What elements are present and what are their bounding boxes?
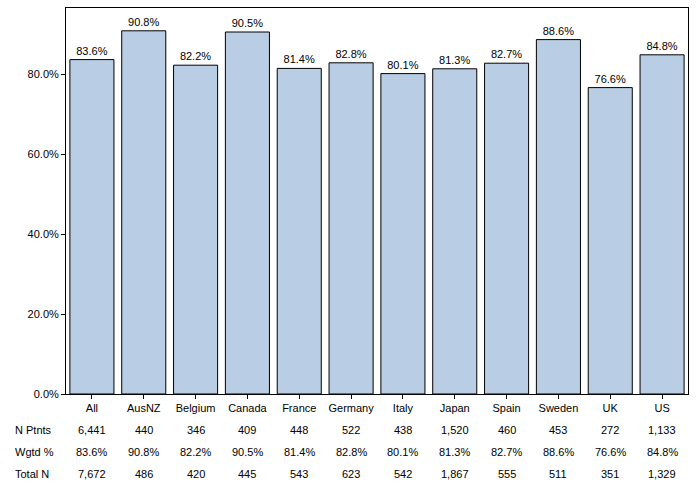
svg-text:France: France xyxy=(282,402,316,414)
svg-text:90.8%: 90.8% xyxy=(128,446,159,458)
svg-text:Belgium: Belgium xyxy=(176,402,216,414)
svg-text:7,672: 7,672 xyxy=(78,468,106,480)
svg-text:555: 555 xyxy=(498,468,516,480)
svg-text:UK: UK xyxy=(603,402,619,414)
svg-text:Wgtd %: Wgtd % xyxy=(15,446,54,458)
svg-text:1,867: 1,867 xyxy=(441,468,469,480)
svg-text:82.7%: 82.7% xyxy=(491,446,522,458)
svg-text:Sweden: Sweden xyxy=(539,402,579,414)
svg-text:542: 542 xyxy=(394,468,412,480)
svg-text:82.8%: 82.8% xyxy=(336,446,367,458)
svg-text:80.1%: 80.1% xyxy=(387,59,418,71)
svg-text:81.3%: 81.3% xyxy=(439,446,470,458)
svg-text:511: 511 xyxy=(549,468,567,480)
svg-text:AusNZ: AusNZ xyxy=(127,402,161,414)
svg-text:543: 543 xyxy=(290,468,308,480)
svg-text:83.6%: 83.6% xyxy=(76,45,107,57)
svg-text:N Ptnts: N Ptnts xyxy=(15,424,52,436)
svg-text:88.6%: 88.6% xyxy=(543,446,574,458)
svg-text:88.6%: 88.6% xyxy=(543,25,574,37)
svg-text:90.5%: 90.5% xyxy=(232,17,263,29)
svg-text:All: All xyxy=(86,402,98,414)
svg-text:1,133: 1,133 xyxy=(648,424,676,436)
svg-text:90.5%: 90.5% xyxy=(232,446,263,458)
svg-text:1,520: 1,520 xyxy=(441,424,469,436)
svg-text:40.0%: 40.0% xyxy=(28,228,59,240)
svg-text:Germany: Germany xyxy=(328,402,374,414)
svg-text:20.0%: 20.0% xyxy=(28,308,59,320)
svg-text:409: 409 xyxy=(238,424,256,436)
svg-text:Canada: Canada xyxy=(228,402,267,414)
svg-text:445: 445 xyxy=(238,468,256,480)
svg-text:81.3%: 81.3% xyxy=(439,54,470,66)
svg-text:1,329: 1,329 xyxy=(648,468,676,480)
svg-text:Spain: Spain xyxy=(493,402,521,414)
svg-text:90.8%: 90.8% xyxy=(128,16,159,28)
svg-text:81.4%: 81.4% xyxy=(284,446,315,458)
svg-text:0.0%: 0.0% xyxy=(34,388,59,400)
svg-text:76.6%: 76.6% xyxy=(595,446,626,458)
svg-text:82.7%: 82.7% xyxy=(491,48,522,60)
svg-text:448: 448 xyxy=(290,424,308,436)
svg-text:80.0%: 80.0% xyxy=(28,68,59,80)
svg-text:440: 440 xyxy=(135,424,153,436)
svg-text:453: 453 xyxy=(549,424,567,436)
svg-text:460: 460 xyxy=(498,424,516,436)
svg-text:Total N: Total N xyxy=(15,468,49,480)
svg-text:80.1%: 80.1% xyxy=(387,446,418,458)
svg-text:60.0%: 60.0% xyxy=(28,148,59,160)
svg-text:US: US xyxy=(654,402,669,414)
svg-text:Japan: Japan xyxy=(440,402,470,414)
svg-text:82.2%: 82.2% xyxy=(180,50,211,62)
svg-text:Italy: Italy xyxy=(393,402,414,414)
svg-text:420: 420 xyxy=(187,468,205,480)
svg-text:486: 486 xyxy=(135,468,153,480)
svg-text:272: 272 xyxy=(601,424,619,436)
svg-text:438: 438 xyxy=(394,424,412,436)
svg-text:83.6%: 83.6% xyxy=(76,446,107,458)
svg-text:82.8%: 82.8% xyxy=(335,48,366,60)
svg-text:76.6%: 76.6% xyxy=(595,73,626,85)
svg-text:84.8%: 84.8% xyxy=(646,40,677,52)
svg-text:351: 351 xyxy=(601,468,619,480)
svg-text:6,441: 6,441 xyxy=(78,424,106,436)
svg-text:81.4%: 81.4% xyxy=(284,53,315,65)
svg-text:346: 346 xyxy=(187,424,205,436)
svg-text:623: 623 xyxy=(342,468,360,480)
svg-text:82.2%: 82.2% xyxy=(180,446,211,458)
svg-text:522: 522 xyxy=(342,424,360,436)
svg-text:84.8%: 84.8% xyxy=(647,446,678,458)
